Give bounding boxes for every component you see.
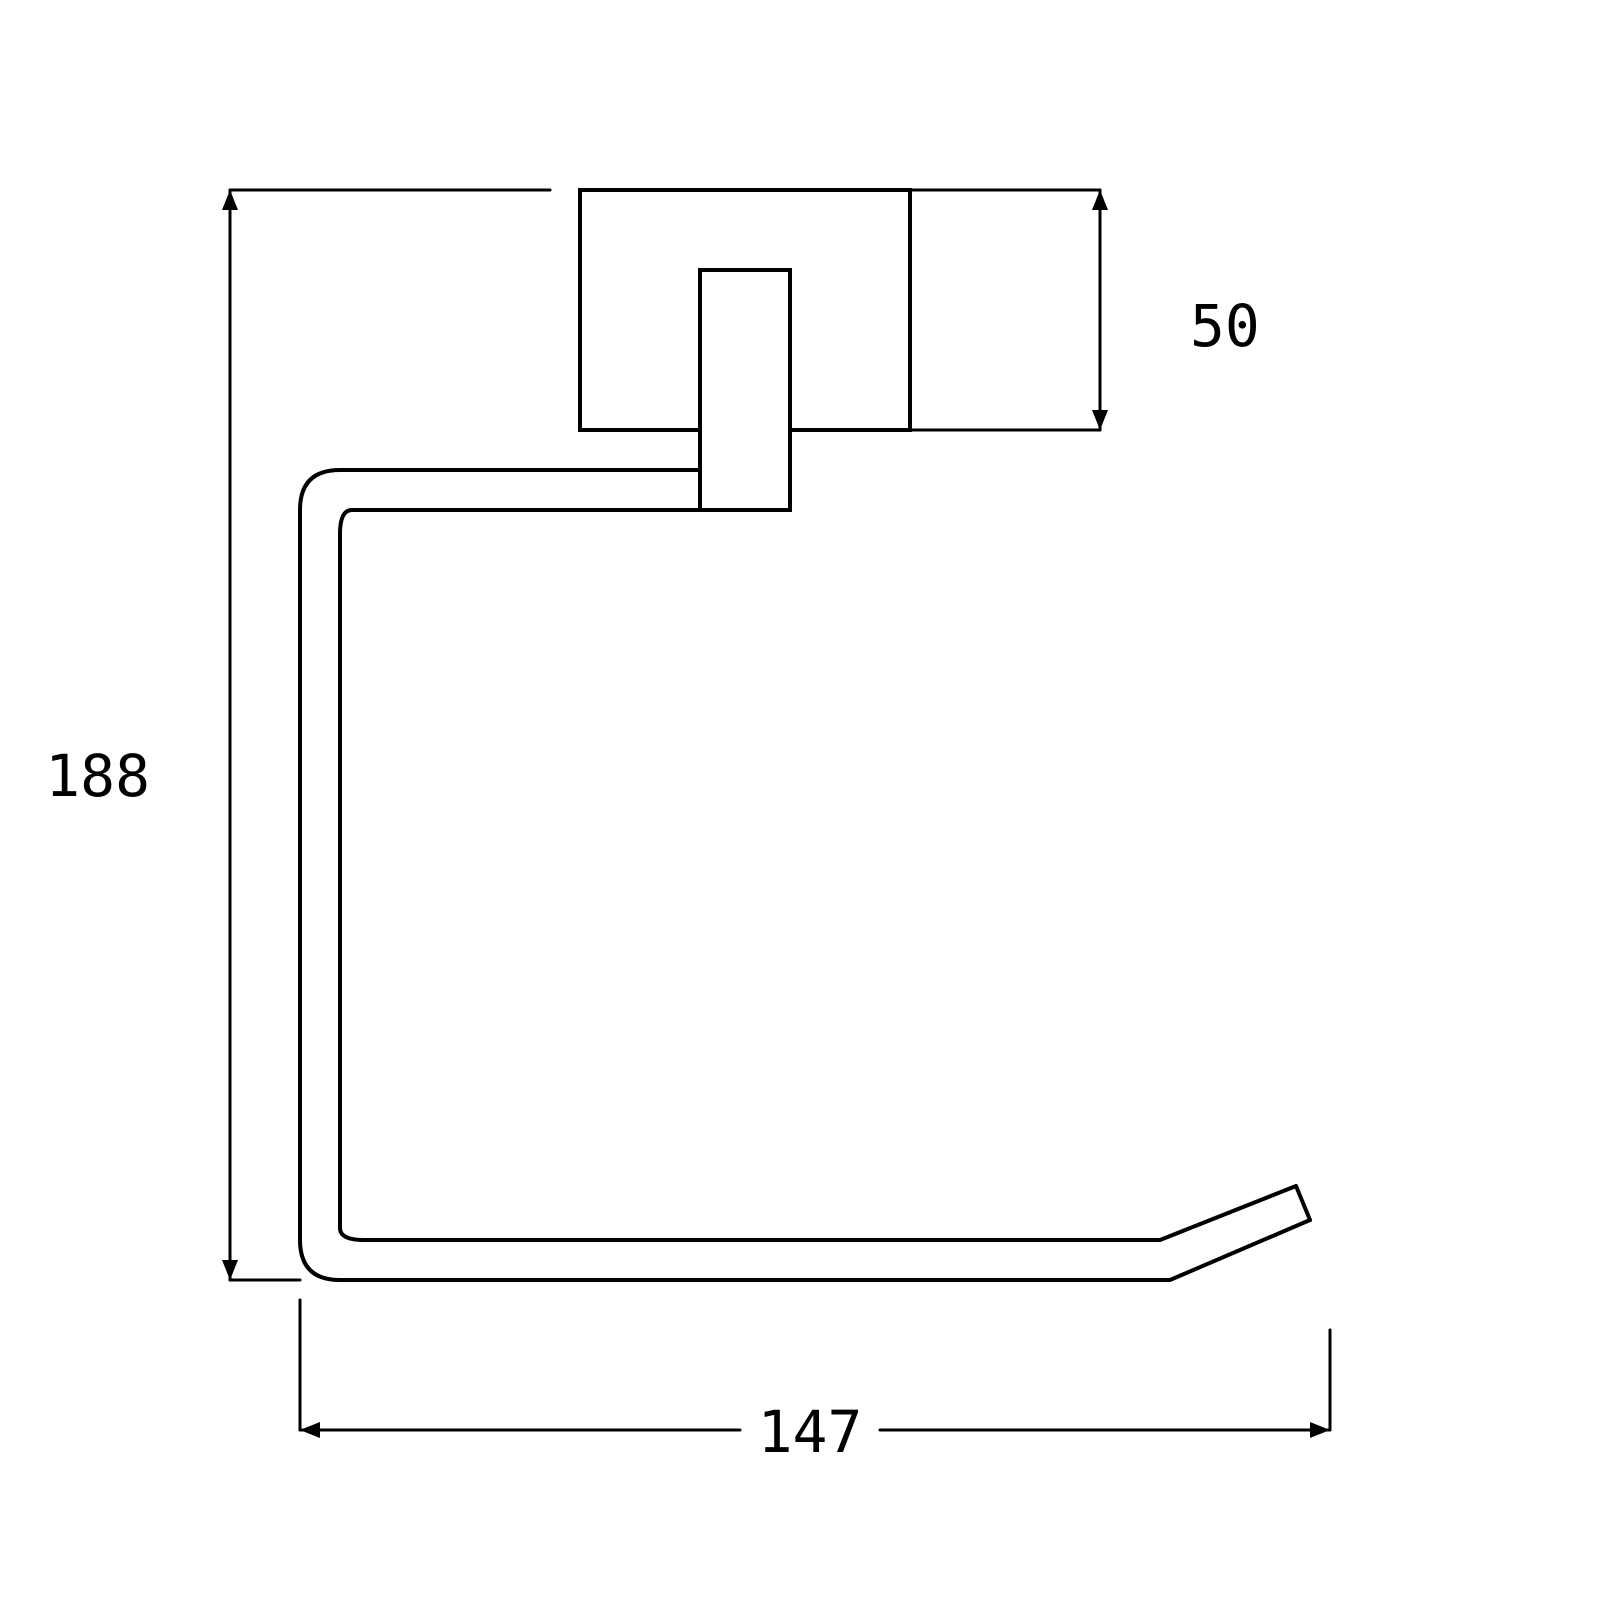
dim-width-label: 147 — [758, 1398, 863, 1466]
dim-height-label: 188 — [45, 742, 150, 810]
canvas — [0, 0, 1600, 1600]
dim-plate-label: 50 — [1190, 292, 1260, 360]
